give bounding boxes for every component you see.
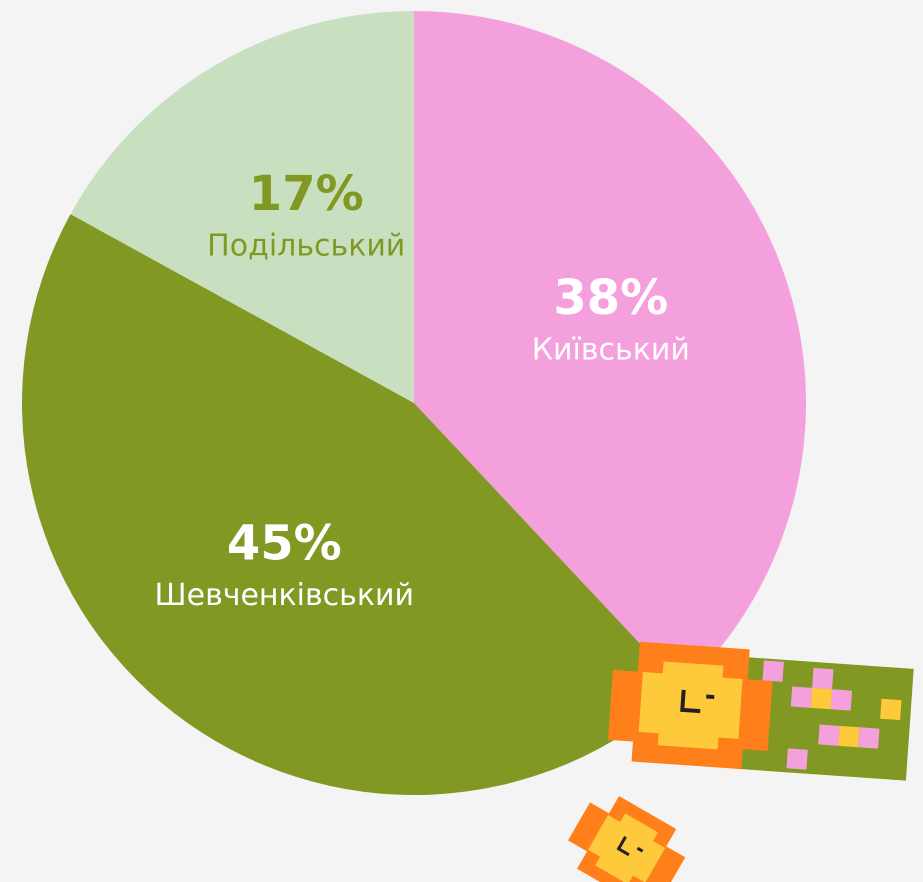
sticker-pixel (838, 726, 859, 747)
sticker-pixel (811, 688, 832, 709)
category-label: Київський (532, 333, 690, 368)
sticker-pixel (763, 660, 784, 681)
sticker-pixel (786, 748, 807, 769)
sticker-pixel (831, 689, 852, 710)
sticker-pixel (880, 699, 901, 720)
sticker-large (607, 640, 915, 781)
slice-label: 38% Київський (532, 270, 690, 368)
sticker-pixel (791, 686, 812, 707)
value-label: 38% (553, 270, 668, 326)
sticker-face (658, 661, 724, 749)
chart: 38% Київський 45% Шевченківський 17% Подільсь… (0, 0, 923, 882)
category-label: Подільський (207, 228, 405, 263)
value-label: 17% (249, 166, 364, 222)
sticker-pixel (818, 724, 839, 745)
sticker-pixel (812, 668, 833, 689)
sticker-pixel (858, 727, 879, 748)
page: {"chart_data": {"type": "pie", "categori… (0, 0, 923, 882)
category-label: Шевченківський (155, 578, 414, 613)
value-label: 45% (227, 515, 342, 571)
sticker-small (558, 785, 695, 882)
